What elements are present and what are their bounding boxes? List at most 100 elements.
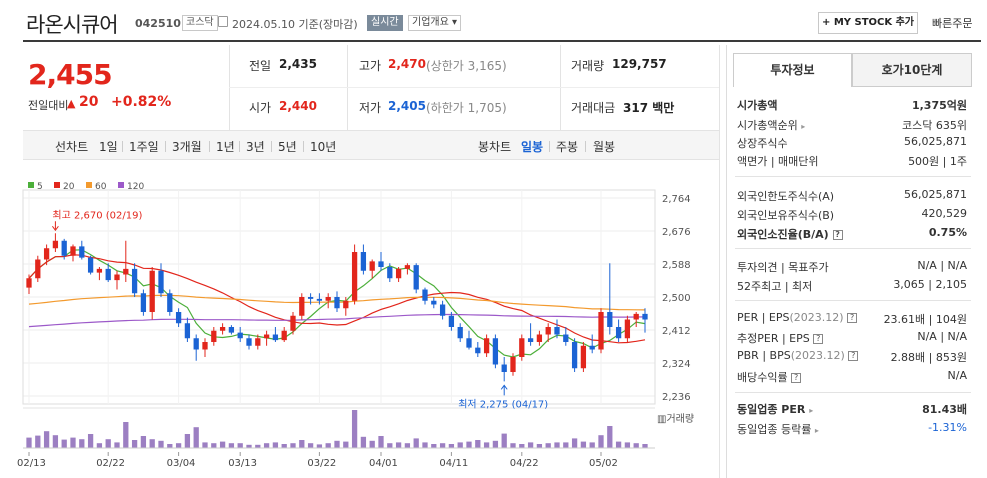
legend-label: 120 [127, 182, 144, 192]
company-overview-button[interactable]: 기업개요 ▾ [408, 15, 461, 31]
candle-body [501, 364, 507, 372]
legend-swatch [28, 182, 34, 188]
face-value-label: 액면가 | 매매단위 [737, 155, 819, 168]
per-value: 23.61배 | 104원 [883, 313, 967, 326]
x-tick-label: 04/01 [369, 458, 398, 469]
volume-bar [431, 444, 437, 448]
candle-body [624, 319, 631, 339]
sector-change-value: -1.31% [928, 421, 967, 434]
realtime-badge[interactable]: 실시간 [367, 15, 403, 31]
candle-chart-label: 봉차트 [478, 140, 512, 154]
week52-label[interactable]: 52주최고 | 최저 [737, 280, 813, 293]
header-divider [23, 40, 981, 42]
volume-bar [175, 443, 182, 448]
x-tick-label: 04/11 [439, 458, 468, 469]
volume-bar [158, 440, 164, 448]
volume-bar [202, 442, 208, 448]
help-icon[interactable]: ? [791, 373, 802, 383]
period-1w[interactable]: 1주일 [129, 140, 159, 154]
investment-info-panel: 투자정보 호가10단계 시가총액 1,375억원 시가총액순위 ▸ 코스닥 635위… [726, 45, 981, 478]
candle-body [554, 327, 560, 335]
candle-body [211, 330, 217, 342]
tab-order-book[interactable]: 호가10단계 [852, 53, 972, 87]
min-annotation: 최저 2,275 (04/17) [458, 398, 548, 410]
x-tick-label: 04/22 [510, 458, 539, 469]
candle-body [334, 297, 340, 309]
candle-body [175, 312, 182, 324]
volume-bar [334, 440, 340, 448]
period-monthly[interactable]: 월봉 [593, 140, 616, 154]
candle-body [61, 240, 67, 256]
candle-body [105, 268, 111, 281]
candle-body [351, 252, 358, 301]
quick-order-link[interactable]: 빠른주문 [932, 17, 973, 30]
sector-per-label[interactable]: 동일업종 PER ▸ [737, 403, 814, 416]
candle-body [131, 268, 138, 294]
candle-body [413, 265, 419, 290]
low-value: 2,405 [388, 99, 426, 113]
volume-bar [149, 439, 155, 448]
est-per-label: 추정PER | EPS ? [737, 330, 824, 346]
stock-chart[interactable]: 5 20 60 120 2,764 2,676 2,588 2,500 2,412 2,324 2… [0, 160, 722, 478]
reference-date: 2024.05.10 기준(장마감) [232, 18, 358, 31]
candle-body [457, 327, 463, 339]
period-10y[interactable]: 10년 [310, 140, 337, 154]
candle-body [202, 342, 208, 350]
volume-bar [466, 441, 472, 448]
volume-bar [167, 444, 173, 448]
candle-body [545, 327, 551, 335]
volume-bar [281, 444, 287, 448]
cap-rank-label[interactable]: 시가총액순위 ▸ [737, 119, 806, 132]
listed-shares-value: 56,025,871 [904, 135, 967, 148]
volume-bar [131, 440, 138, 448]
candle-body [519, 338, 525, 357]
candle-body [615, 327, 622, 339]
volume-bar [246, 444, 252, 448]
help-icon[interactable]: ? [813, 334, 824, 344]
candle-body [563, 334, 569, 342]
volume-bar [193, 427, 199, 448]
volume-bar [492, 440, 499, 448]
candle-body [431, 300, 437, 305]
high-label: 고가 [359, 59, 382, 73]
period-3m[interactable]: 3개월 [172, 140, 202, 154]
candle-body [263, 334, 270, 339]
foreign-limit-label: 외국인한도주식수(A) [737, 190, 835, 203]
candle-body [219, 327, 226, 331]
plot-frame [22, 189, 656, 405]
candle-body [466, 338, 472, 348]
help-icon[interactable]: ? [848, 351, 859, 361]
period-3y[interactable]: 3년 [246, 140, 265, 154]
candle-body [26, 278, 32, 288]
candle-body [35, 259, 41, 279]
period-daily[interactable]: 일봉 [521, 140, 544, 154]
period-1y[interactable]: 1년 [216, 140, 235, 154]
volume-bar [571, 438, 578, 448]
low-label: 저가 [359, 101, 382, 115]
candle-body [228, 327, 235, 333]
candle-body [272, 334, 279, 341]
period-5y[interactable]: 5년 [278, 140, 297, 154]
help-icon[interactable]: ? [847, 313, 858, 323]
help-icon[interactable]: ? [832, 230, 843, 240]
candle-body [114, 274, 120, 281]
candle-body [246, 338, 252, 346]
x-tick-label: 02/13 [17, 458, 46, 469]
candle-body [422, 289, 428, 301]
calendar-icon [218, 16, 228, 27]
x-tick-label: 03/22 [307, 458, 336, 469]
period-weekly[interactable]: 주봉 [556, 140, 579, 154]
tab-investment-info[interactable]: 투자정보 [733, 53, 852, 87]
candle-body [149, 270, 155, 312]
stock-code: 042510 [135, 17, 181, 30]
volume-bar [237, 443, 243, 448]
my-stock-add-button[interactable]: + MY STOCK 추가 [818, 12, 918, 34]
volume-bar [369, 440, 375, 448]
period-1d[interactable]: 1일 [99, 140, 118, 154]
min-arrow-head [500, 384, 508, 390]
candle-body [475, 347, 481, 354]
foreign-hold-value: 420,529 [921, 207, 968, 220]
up-arrow-icon: ▲ [67, 97, 76, 110]
volume-bar [211, 443, 217, 448]
sector-change-label[interactable]: 동일업종 등락률 ▸ [737, 423, 819, 436]
